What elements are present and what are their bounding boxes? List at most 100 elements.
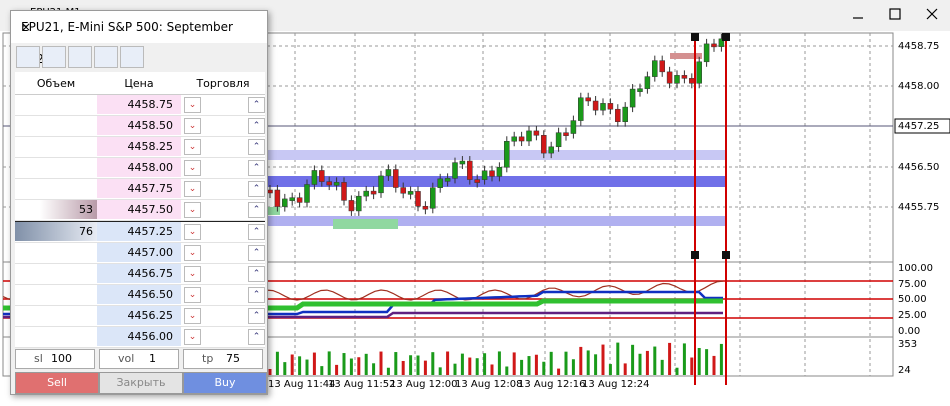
volume-label: 353 xyxy=(898,339,917,350)
volume-bar xyxy=(283,362,287,375)
close-position-button[interactable]: Закрыть xyxy=(99,372,183,394)
sell-limit-button[interactable]: ⌄ xyxy=(184,308,201,324)
candle xyxy=(430,187,436,209)
volume-bar xyxy=(342,353,346,375)
candle xyxy=(437,178,443,188)
grid xyxy=(3,33,893,376)
buy-limit-button[interactable]: ⌃ xyxy=(248,224,265,240)
volume-label: 24 xyxy=(898,365,911,376)
dom-row: 4458.50 ⌄ ⌃ xyxy=(15,116,265,137)
buy-limit-button[interactable]: ⌃ xyxy=(248,287,265,303)
volume-bar xyxy=(379,351,383,375)
tool-button[interactable] xyxy=(94,46,118,68)
column-header: Цена xyxy=(124,77,154,90)
candle xyxy=(674,75,680,84)
volume-bar xyxy=(601,344,605,375)
volume-bar xyxy=(616,342,620,375)
volume-cell xyxy=(15,243,97,262)
price-label: 4458.75 xyxy=(898,41,939,52)
window-controls[interactable] xyxy=(853,8,938,20)
volume-bar xyxy=(512,352,516,375)
volume-bar xyxy=(372,363,376,375)
price-label: 4457.25 xyxy=(898,121,939,132)
sell-limit-button[interactable]: ⌄ xyxy=(184,97,201,113)
candle xyxy=(526,130,532,142)
tool-button[interactable] xyxy=(42,46,66,68)
close-button[interactable]: × xyxy=(21,20,32,34)
control-box[interactable]: sl 100 xyxy=(15,349,95,369)
volume-bar xyxy=(290,354,294,375)
volume-bar xyxy=(608,364,612,375)
candle xyxy=(504,141,510,168)
volume-bar xyxy=(690,357,694,375)
volume-cell xyxy=(15,264,97,283)
volume-bar xyxy=(468,357,472,375)
sell-limit-button[interactable]: ⌄ xyxy=(184,118,201,134)
sell-limit-button[interactable]: ⌄ xyxy=(184,160,201,176)
sell-limit-button[interactable]: ⌄ xyxy=(184,181,201,197)
candle xyxy=(393,169,399,188)
tool-button[interactable] xyxy=(120,46,144,68)
volume-bar xyxy=(549,351,553,375)
buy-limit-button[interactable]: ⌃ xyxy=(248,245,265,261)
volume-bar xyxy=(527,356,531,375)
buy-limit-button[interactable]: ⌃ xyxy=(248,97,265,113)
sell-limit-button[interactable]: ⌄ xyxy=(184,329,201,345)
indicator-label: 75.00 xyxy=(898,279,927,290)
control-value: 75 xyxy=(226,352,240,365)
volume-bar xyxy=(660,359,664,375)
candle xyxy=(415,191,421,207)
buy-limit-button[interactable]: ⌃ xyxy=(248,139,265,155)
candle xyxy=(459,160,466,165)
volume-bar xyxy=(275,351,279,375)
dom-row: 4456.50 ⌄ ⌃ xyxy=(15,285,265,306)
candle xyxy=(578,97,584,121)
buy-limit-button[interactable]: ⌃ xyxy=(248,308,265,324)
volume-bar xyxy=(357,357,361,375)
candle xyxy=(333,182,340,186)
sell-limit-button[interactable]: ⌄ xyxy=(184,245,201,261)
candle xyxy=(555,132,562,148)
sell-limit-button[interactable]: ⌄ xyxy=(184,287,201,303)
volume-bar xyxy=(349,358,353,375)
price-cell: 4456.50 xyxy=(97,285,181,304)
volume-bar xyxy=(416,355,420,375)
volume-bar xyxy=(438,367,442,375)
volume-bar xyxy=(490,364,494,375)
price-cell: 4458.50 xyxy=(97,116,181,135)
sell-limit-button[interactable]: ⌄ xyxy=(184,224,201,240)
buy-limit-button[interactable]: ⌃ xyxy=(248,202,265,218)
candle xyxy=(533,130,540,136)
candle xyxy=(311,170,318,185)
candle xyxy=(267,189,273,194)
tool-button[interactable] xyxy=(68,46,92,68)
sell-limit-button[interactable]: ⌄ xyxy=(184,139,201,155)
candle xyxy=(711,43,717,48)
control-box[interactable]: vol 1 xyxy=(99,349,179,369)
candle xyxy=(348,200,355,212)
buy-limit-button[interactable]: ⌃ xyxy=(248,118,265,134)
candle xyxy=(600,103,606,111)
candle xyxy=(548,146,554,154)
tool-button[interactable] xyxy=(16,46,40,68)
volume-bar xyxy=(719,343,723,375)
candle xyxy=(304,184,310,203)
sell-limit-button[interactable]: ⌄ xyxy=(184,202,201,218)
volume-bar xyxy=(645,350,649,375)
buy-button[interactable]: Buy xyxy=(183,372,267,394)
indicator-label: 25.00 xyxy=(898,310,927,321)
buy-limit-button[interactable]: ⌃ xyxy=(248,160,265,176)
control-box[interactable]: tp 75 xyxy=(183,349,263,369)
buy-limit-button[interactable]: ⌃ xyxy=(248,329,265,345)
buy-limit-button[interactable]: ⌃ xyxy=(248,181,265,197)
volume-bar xyxy=(682,343,686,375)
volume-cell xyxy=(15,158,97,177)
buy-limit-button[interactable]: ⌃ xyxy=(248,266,265,282)
price-cell: 4458.25 xyxy=(97,137,181,156)
marker-handles[interactable] xyxy=(691,33,730,259)
sell-button[interactable]: Sell xyxy=(15,372,99,394)
sell-limit-button[interactable]: ⌄ xyxy=(184,266,201,282)
volume-bar xyxy=(335,364,339,375)
volume-bar xyxy=(364,353,368,375)
price-label: 4455.75 xyxy=(898,202,939,213)
